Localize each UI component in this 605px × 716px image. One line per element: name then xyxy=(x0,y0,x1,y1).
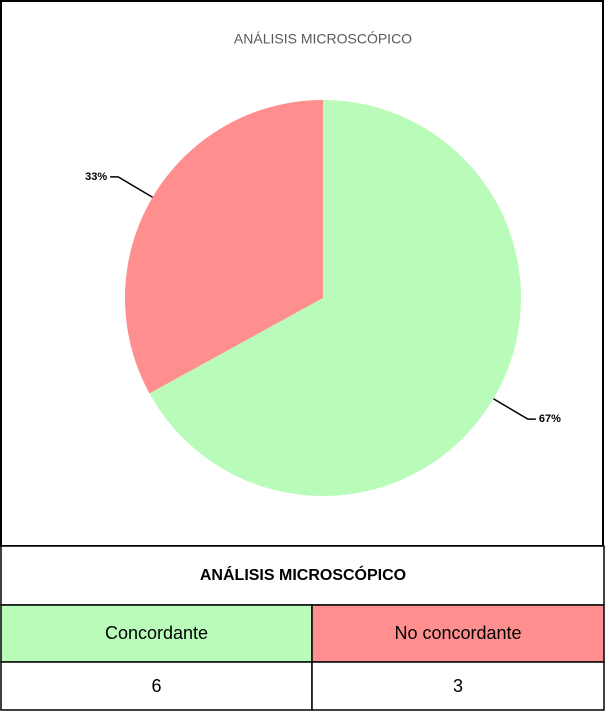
leader-line xyxy=(110,176,153,198)
table-title: ANÁLISIS MICROSCÓPICO xyxy=(200,565,406,584)
data-label: 67% xyxy=(539,413,561,425)
table: ANÁLISIS MICROSCÓPICO xyxy=(0,545,605,606)
table-value: 3 xyxy=(453,676,463,696)
table-cell xyxy=(311,661,605,711)
table-header-cell xyxy=(0,604,313,663)
table-cell xyxy=(0,661,313,711)
chart-title: ANÁLISIS MICROSCÓPICO xyxy=(234,31,412,47)
leader-line xyxy=(493,398,536,420)
pie-slice xyxy=(149,100,521,496)
table-title-cell xyxy=(0,545,605,606)
pie-slice xyxy=(124,99,324,394)
table-value: 6 xyxy=(151,676,161,696)
data-label: 33% xyxy=(85,171,107,183)
table-header: No concordante xyxy=(394,623,521,643)
table-header: Concordante xyxy=(105,623,208,643)
table-header-cell xyxy=(311,604,605,663)
